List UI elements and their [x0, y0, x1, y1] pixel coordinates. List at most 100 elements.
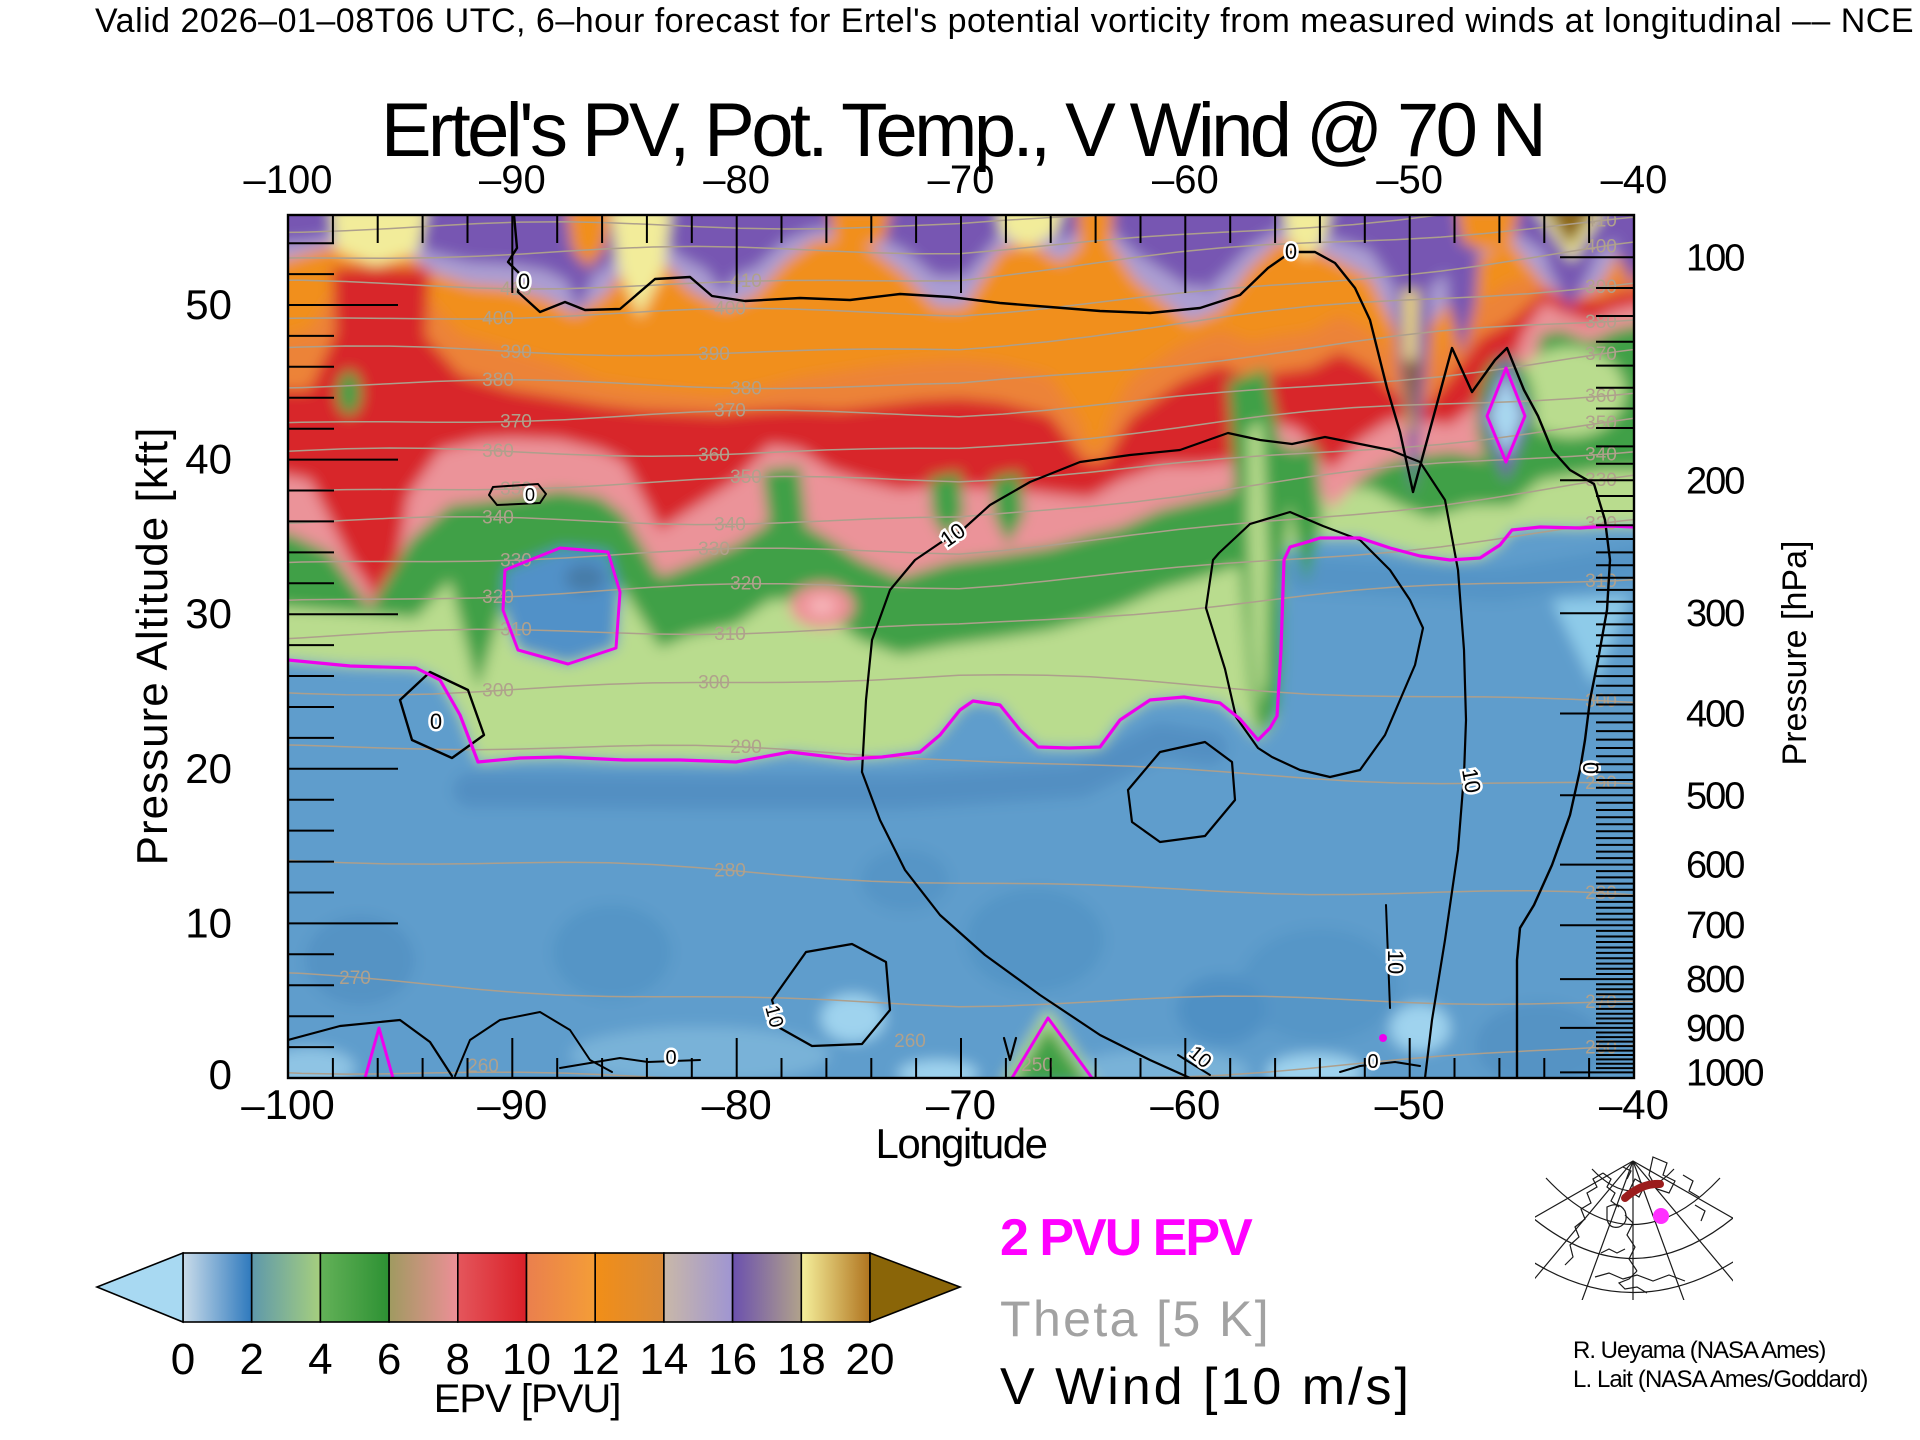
svg-text:900: 900 [1686, 1008, 1744, 1050]
svg-text:Pressure [hPa]: Pressure [hPa] [1776, 541, 1814, 766]
svg-text:400: 400 [482, 309, 514, 330]
svg-text:360: 360 [482, 441, 514, 462]
svg-text:–80: –80 [702, 1081, 772, 1128]
svg-text:340: 340 [1585, 444, 1617, 465]
svg-text:380: 380 [482, 370, 514, 391]
svg-text:–80: –80 [703, 158, 770, 202]
svg-text:10: 10 [185, 899, 232, 946]
svg-text:R. Ueyama (NASA Ames): R. Ueyama (NASA Ames) [1573, 1337, 1825, 1364]
svg-text:EPV [PVU]: EPV [PVU] [434, 1377, 621, 1421]
svg-text:290: 290 [1585, 773, 1617, 794]
svg-text:–100: –100 [244, 158, 333, 202]
svg-text:Pressure Altitude [kft]: Pressure Altitude [kft] [128, 427, 177, 866]
svg-text:0: 0 [518, 269, 530, 294]
svg-text:100: 100 [1686, 237, 1744, 279]
svg-text:–90: –90 [477, 1081, 547, 1128]
svg-text:–90: –90 [479, 158, 546, 202]
svg-text:18: 18 [777, 1335, 826, 1384]
svg-text:270: 270 [339, 968, 371, 989]
svg-text:310: 310 [714, 624, 746, 645]
svg-text:6: 6 [377, 1335, 401, 1384]
svg-text:1000: 1000 [1686, 1052, 1763, 1094]
svg-text:14: 14 [639, 1335, 688, 1384]
svg-text:2 PVU EPV: 2 PVU EPV [1000, 1209, 1253, 1267]
svg-text:350: 350 [730, 467, 762, 488]
svg-text:V Wind [10 m/s]: V Wind [10 m/s] [1000, 1358, 1412, 1416]
svg-text:330: 330 [500, 550, 532, 571]
svg-text:280: 280 [1585, 883, 1617, 904]
svg-text:16: 16 [708, 1335, 757, 1384]
svg-text:–40: –40 [1599, 1081, 1669, 1128]
svg-text:30: 30 [185, 590, 232, 637]
svg-text:4: 4 [308, 1335, 332, 1384]
svg-text:0: 0 [430, 709, 442, 734]
svg-text:360: 360 [1585, 386, 1617, 407]
svg-text:250: 250 [1021, 1055, 1053, 1076]
svg-text:390: 390 [500, 342, 532, 363]
svg-text:410: 410 [500, 279, 532, 300]
svg-text:330: 330 [698, 539, 730, 560]
svg-text:370: 370 [1585, 344, 1617, 365]
svg-text:0: 0 [209, 1051, 232, 1098]
svg-text:0: 0 [1367, 1051, 1378, 1073]
svg-text:–50: –50 [1375, 1081, 1445, 1128]
svg-text:350: 350 [1585, 413, 1617, 434]
svg-text:700: 700 [1686, 905, 1744, 947]
svg-text:400: 400 [1686, 694, 1744, 736]
svg-text:20: 20 [185, 745, 232, 792]
svg-text:0: 0 [1285, 239, 1297, 264]
svg-text:0: 0 [525, 485, 535, 505]
svg-text:12: 12 [571, 1335, 620, 1384]
svg-text:260: 260 [894, 1031, 926, 1052]
svg-text:410: 410 [1585, 211, 1617, 232]
svg-text:280: 280 [714, 860, 746, 881]
svg-text:310: 310 [500, 620, 532, 641]
svg-text:–100: –100 [241, 1081, 334, 1128]
svg-text:40: 40 [185, 436, 232, 483]
svg-text:260: 260 [467, 1056, 499, 1077]
svg-text:340: 340 [482, 507, 514, 528]
svg-text:370: 370 [714, 401, 746, 422]
svg-text:Theta [5 K]: Theta [5 K] [1000, 1291, 1271, 1347]
svg-text:20: 20 [846, 1335, 895, 1384]
svg-text:50: 50 [185, 281, 232, 328]
svg-text:320: 320 [482, 587, 514, 608]
svg-text:–60: –60 [1152, 158, 1219, 202]
svg-text:370: 370 [500, 412, 532, 433]
svg-text:400: 400 [1585, 237, 1617, 258]
svg-text:8: 8 [446, 1335, 470, 1384]
svg-text:–60: –60 [1150, 1081, 1220, 1128]
svg-text:600: 600 [1686, 845, 1744, 887]
svg-text:300: 300 [482, 681, 514, 702]
svg-text:–40: –40 [1601, 158, 1668, 202]
svg-text:2: 2 [239, 1335, 263, 1384]
svg-text:290: 290 [730, 737, 762, 758]
svg-text:10: 10 [502, 1335, 551, 1384]
svg-text:360: 360 [698, 445, 730, 466]
svg-text:10: 10 [1457, 766, 1486, 794]
svg-text:300: 300 [698, 672, 730, 693]
svg-text:0: 0 [171, 1335, 195, 1384]
svg-text:–50: –50 [1376, 158, 1443, 202]
svg-text:410: 410 [730, 271, 762, 292]
svg-text:800: 800 [1686, 959, 1744, 1001]
svg-text:500: 500 [1686, 775, 1744, 817]
svg-text:Valid 2026–01–08T06 UTC, 6–hou: Valid 2026–01–08T06 UTC, 6–hour forecast… [95, 2, 1914, 40]
svg-text:0: 0 [665, 1047, 676, 1069]
svg-text:320: 320 [730, 574, 762, 595]
svg-text:390: 390 [698, 344, 730, 365]
svg-text:Ertel's PV, Pot. Temp., V Wind: Ertel's PV, Pot. Temp., V Wind @ 70 N [381, 88, 1543, 173]
svg-text:300: 300 [1686, 593, 1744, 635]
svg-text:320: 320 [1585, 514, 1617, 535]
svg-text:–70: –70 [928, 158, 995, 202]
svg-text:340: 340 [714, 514, 746, 535]
svg-text:380: 380 [1585, 312, 1617, 333]
svg-text:10: 10 [1383, 950, 1408, 974]
svg-text:Longitude: Longitude [875, 1120, 1046, 1167]
svg-text:–70: –70 [926, 1081, 996, 1128]
svg-text:200: 200 [1686, 460, 1744, 502]
svg-text:270: 270 [1585, 992, 1617, 1013]
svg-text:380: 380 [730, 378, 762, 399]
svg-text:400: 400 [714, 299, 746, 320]
svg-text:L. Lait (NASA Ames/Goddard): L. Lait (NASA Ames/Goddard) [1573, 1366, 1868, 1393]
